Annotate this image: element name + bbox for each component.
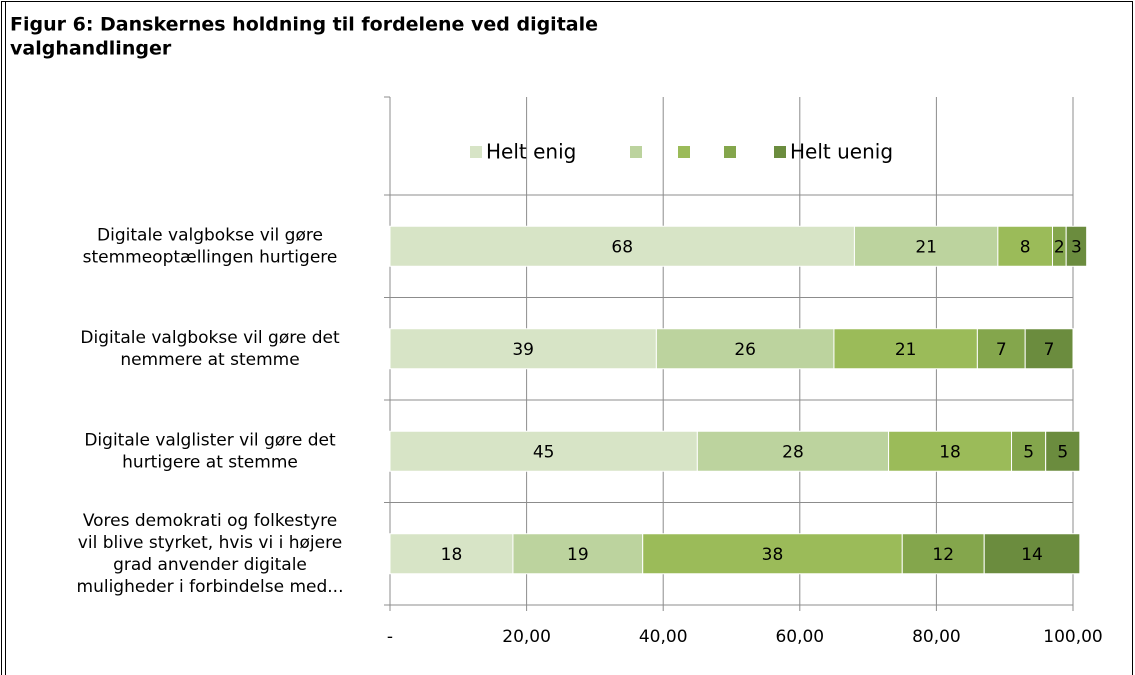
bar-segment [1065, 225, 1088, 267]
legend-swatch [774, 146, 786, 158]
data-label: 12 [932, 545, 954, 565]
data-label: 18 [441, 545, 463, 565]
legend-swatch [724, 146, 736, 158]
legend-label: Helt enig [486, 140, 576, 164]
y-tick-label: nemmere at stemme [120, 350, 299, 370]
x-tick-label: 80,00 [912, 627, 961, 647]
bar-segment [696, 430, 890, 472]
y-tick-label: Digitale valgbokse vil gøre det [80, 328, 340, 348]
bar-segment [983, 533, 1081, 575]
data-label: 7 [1044, 340, 1055, 360]
y-tick-label: Vores demokrati og folkestyre [83, 511, 337, 531]
x-tick-label: 100,00 [1043, 627, 1102, 647]
data-label: 28 [782, 442, 804, 462]
x-tick-label: 40,00 [639, 627, 688, 647]
bar-segment [642, 533, 903, 575]
data-label: 26 [734, 340, 756, 360]
x-tick-label: 60,00 [775, 627, 824, 647]
data-label: 18 [939, 442, 961, 462]
data-label: 21 [895, 340, 917, 360]
bar-segment [888, 430, 1013, 472]
bar-segment [389, 430, 698, 472]
x-tick-label: 20,00 [502, 627, 551, 647]
bar-segment [901, 533, 985, 575]
data-label: 8 [1020, 237, 1031, 257]
data-label: 5 [1057, 442, 1068, 462]
data-label: 21 [915, 237, 937, 257]
y-tick-label: Digitale valglister vil gøre det [84, 430, 336, 450]
y-tick-label: grad anvender digitale [113, 555, 307, 575]
legend-swatch [678, 146, 690, 158]
data-label: 7 [996, 340, 1007, 360]
data-label: 5 [1023, 442, 1034, 462]
legend-swatch [470, 146, 482, 158]
y-tick-label: Digitale valgbokse vil gøre [97, 225, 323, 245]
data-label: 38 [762, 545, 784, 565]
bar-segment [1045, 430, 1081, 472]
y-tick-label: muligheder i forbindelse med... [77, 577, 344, 597]
data-label: 3 [1071, 237, 1082, 257]
data-label: 19 [567, 545, 589, 565]
y-tick-label: hurtigere at stemme [122, 452, 298, 472]
data-label: 2 [1054, 237, 1065, 257]
legend-label: Helt uenig [790, 140, 893, 164]
bar-segment [389, 533, 514, 575]
chart-title: Figur 6: Danskernes holdning til fordele… [10, 14, 598, 36]
bar-segment [1024, 328, 1074, 370]
data-label: 14 [1021, 545, 1043, 565]
x-tick-label: - [387, 627, 393, 647]
data-label: 39 [512, 340, 534, 360]
data-label: 45 [533, 442, 555, 462]
data-label: 68 [611, 237, 633, 257]
legend-swatch [630, 146, 642, 158]
y-tick-label: stemmeoptællingen hurtigere [83, 247, 338, 267]
y-tick-label: vil blive styrket, hvis vi i højere [78, 533, 342, 553]
chart-title: valghandlinger [10, 38, 172, 60]
bar-segment [997, 225, 1054, 267]
bar-segment [833, 328, 978, 370]
